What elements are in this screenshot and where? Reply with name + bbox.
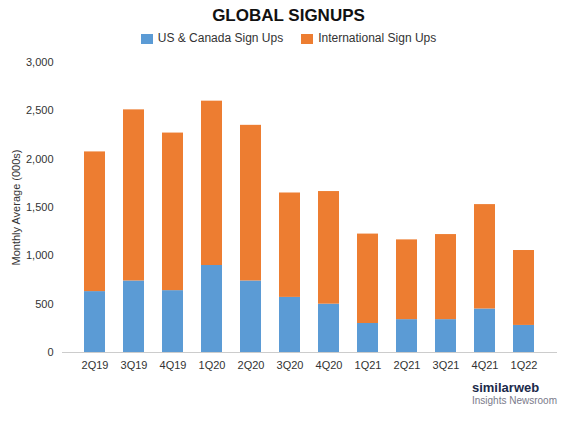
svg-text:2Q19: 2Q19 [82, 359, 109, 371]
svg-text:3,000: 3,000 [26, 56, 54, 68]
html-text:US & Canada Sign Ups: US & Canada Sign Ups [157, 31, 284, 45]
svg-text:3Q21: 3Q21 [433, 359, 460, 371]
html-text:GLOBAL SIGNUPS: GLOBAL SIGNUPS [212, 6, 365, 25]
html-text:similarweb: similarweb [472, 380, 540, 395]
svg-text:4Q20: 4Q20 [316, 359, 343, 371]
svg-text:1,500: 1,500 [26, 201, 54, 213]
svg-text:3Q19: 3Q19 [121, 359, 148, 371]
svg-text:2Q20: 2Q20 [238, 359, 265, 371]
svg-text:4Q19: 4Q19 [160, 359, 187, 371]
svg-text:1Q20: 1Q20 [199, 359, 226, 371]
svg-text:0: 0 [47, 346, 53, 358]
svg-text:4Q21: 4Q21 [472, 359, 499, 371]
html-text:Insights Newsroom: Insights Newsroom [472, 395, 557, 406]
html-text:International Sign Ups: International Sign Ups [318, 31, 437, 45]
svg-text:1Q22: 1Q22 [511, 359, 538, 371]
svg-text:1,000: 1,000 [26, 249, 54, 261]
svg-text:2,000: 2,000 [26, 153, 54, 165]
svg-text:2Q21: 2Q21 [394, 359, 421, 371]
svg-text:3Q20: 3Q20 [277, 359, 304, 371]
svg-text:Monthly Average (000s): Monthly Average (000s) [10, 150, 22, 266]
svg-text:2,500: 2,500 [26, 104, 54, 116]
svg-text:1Q21: 1Q21 [355, 359, 382, 371]
svg-text:500: 500 [35, 298, 53, 310]
